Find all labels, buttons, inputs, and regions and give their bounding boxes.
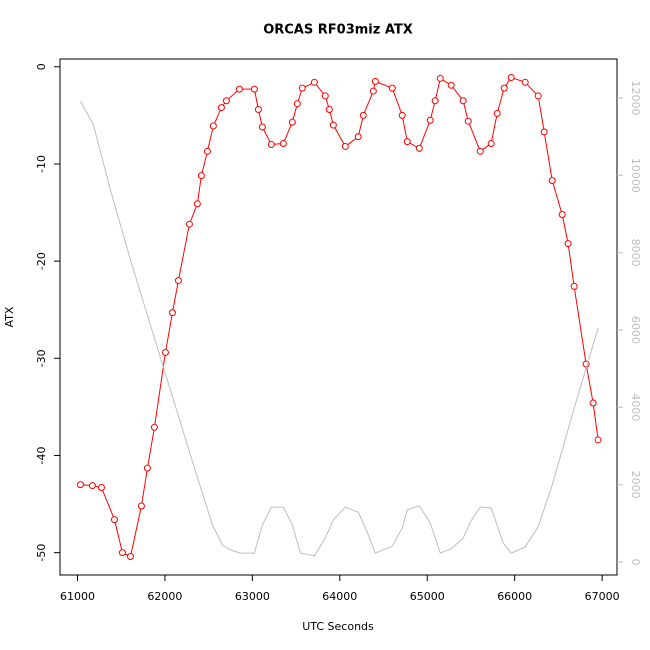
data-point xyxy=(217,104,225,112)
data-point xyxy=(594,436,602,444)
data-point xyxy=(150,423,158,431)
data-point xyxy=(431,97,439,105)
data-point xyxy=(487,140,495,148)
data-point xyxy=(388,84,396,92)
data-point xyxy=(298,84,306,92)
data-point xyxy=(174,277,182,285)
data-point xyxy=(222,97,230,105)
y2-tick-label: 10000 xyxy=(629,158,642,193)
data-point xyxy=(258,123,266,131)
data-point xyxy=(589,399,597,407)
data-point xyxy=(540,128,548,136)
y-tick-label: -10 xyxy=(35,155,48,173)
data-point xyxy=(371,77,379,85)
y2-tick-label: 6000 xyxy=(629,316,642,344)
y-tick-label: -50 xyxy=(35,544,48,562)
data-point xyxy=(436,74,444,82)
data-point xyxy=(341,142,349,150)
data-point xyxy=(235,85,243,93)
data-point xyxy=(288,118,296,126)
data-point xyxy=(137,502,145,510)
x-axis-label: UTC Seconds xyxy=(302,620,374,633)
data-point xyxy=(507,73,515,81)
x-tick-label: 63000 xyxy=(235,590,270,603)
data-point xyxy=(279,140,287,148)
data-point xyxy=(325,106,333,114)
data-point xyxy=(459,97,467,105)
y-tick-label: -20 xyxy=(35,252,48,270)
data-point xyxy=(447,81,455,89)
data-point xyxy=(97,484,105,492)
data-point xyxy=(185,220,193,228)
data-point xyxy=(564,240,572,248)
data-point xyxy=(548,176,556,184)
data-point xyxy=(126,553,134,561)
data-point xyxy=(521,78,529,86)
data-point xyxy=(209,122,217,130)
data-point xyxy=(493,109,501,117)
y2-tick-label: 2000 xyxy=(629,471,642,499)
data-point xyxy=(203,147,211,155)
y2-tick-label: 4000 xyxy=(629,393,642,421)
data-point xyxy=(168,309,176,317)
chart-title: ORCAS RF03miz ATX xyxy=(263,23,413,38)
y2-tick-label: 8000 xyxy=(629,239,642,267)
data-point xyxy=(88,482,96,490)
data-point xyxy=(369,87,377,95)
data-point xyxy=(354,133,362,141)
data-point xyxy=(293,100,301,108)
data-point xyxy=(250,85,258,93)
data-point xyxy=(118,549,126,557)
data-point xyxy=(329,121,337,129)
data-point xyxy=(500,84,508,92)
data-point xyxy=(193,200,201,208)
data-point xyxy=(403,138,411,146)
x-tick-label: 66000 xyxy=(497,590,532,603)
data-point xyxy=(426,116,434,124)
data-point xyxy=(570,282,578,290)
x-tick-label: 61000 xyxy=(60,590,95,603)
x-tick-label: 62000 xyxy=(147,590,182,603)
plot-frame xyxy=(59,58,618,576)
data-point xyxy=(310,78,318,86)
y2-tick-label: 0 xyxy=(629,559,642,566)
data-point xyxy=(359,111,367,119)
data-point xyxy=(476,147,484,155)
y-axis-label: ATX xyxy=(3,306,16,327)
data-point xyxy=(464,117,472,125)
data-point xyxy=(398,111,406,119)
x-tick-label: 67000 xyxy=(585,590,620,603)
data-point xyxy=(534,92,542,100)
data-point xyxy=(110,516,118,524)
data-point xyxy=(197,172,205,180)
x-tick-label: 65000 xyxy=(410,590,445,603)
series-line xyxy=(80,100,599,557)
data-point xyxy=(415,144,423,152)
y-tick-label: -30 xyxy=(35,349,48,367)
data-point xyxy=(558,210,566,218)
x-tick-label: 64000 xyxy=(322,590,357,603)
data-point xyxy=(76,481,84,489)
data-point xyxy=(143,464,151,472)
y-tick-label: -40 xyxy=(35,446,48,464)
y-tick-label: 0 xyxy=(35,63,48,70)
series-line xyxy=(80,76,599,558)
data-point xyxy=(161,348,169,356)
data-point xyxy=(321,92,329,100)
data-point xyxy=(254,106,262,114)
y2-tick-label: 12000 xyxy=(629,81,642,116)
data-point xyxy=(267,141,275,149)
